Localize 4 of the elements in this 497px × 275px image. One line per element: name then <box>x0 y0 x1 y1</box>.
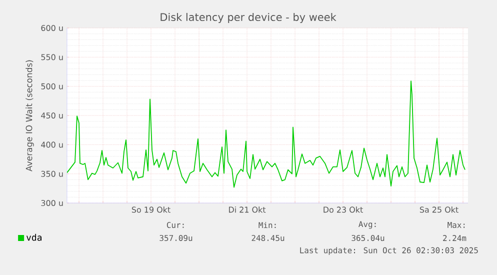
chart-title: Disk latency per device - by week <box>160 12 336 24</box>
legend-label: vda <box>26 234 42 241</box>
y-axis-title: Average IO Wait (seconds) <box>26 60 34 172</box>
line-series <box>67 80 466 188</box>
